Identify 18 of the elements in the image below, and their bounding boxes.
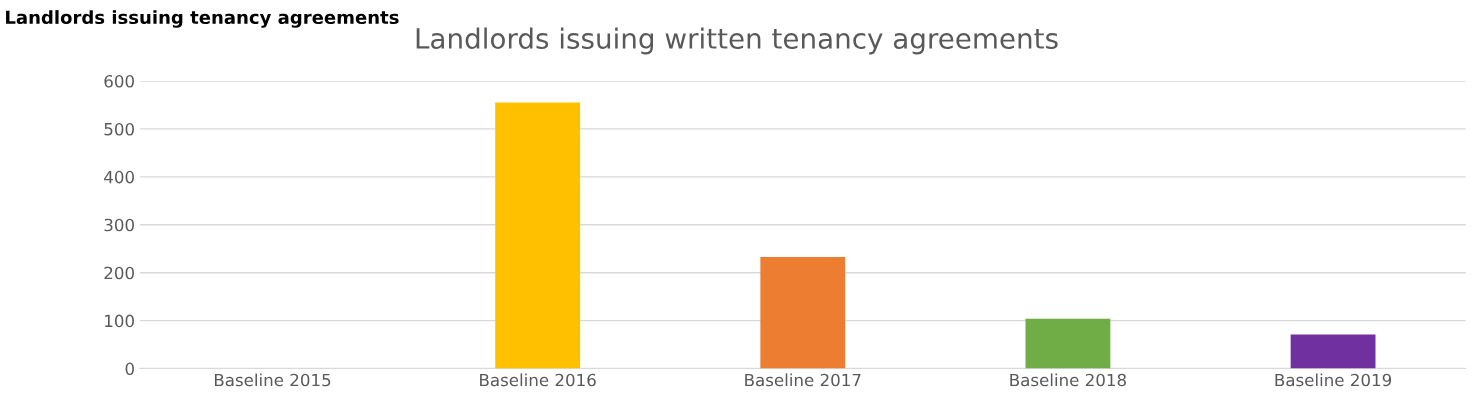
bar	[1290, 334, 1376, 369]
y-tick-label: 600	[104, 74, 134, 88]
y-tick-label: 200	[104, 266, 134, 280]
y-tick-label: 400	[104, 170, 134, 184]
x-tick-label: Baseline 2015	[214, 373, 331, 387]
y-tick-label: 300	[104, 218, 134, 232]
x-tick-label: Baseline 2019	[1275, 373, 1392, 387]
x-tick-label: Baseline 2017	[745, 373, 861, 387]
text: Landlords issuing tenancy agreements	[6, 10, 399, 28]
y-tick-label: 500	[104, 122, 134, 136]
bar	[760, 256, 846, 369]
bar	[1025, 318, 1111, 369]
x-tick-label: Baseline 2018	[1010, 373, 1126, 387]
bar	[495, 102, 581, 369]
chart-title: Landlords issuing written tenancy agreements	[416, 27, 1058, 55]
x-tick-label: Baseline 2016	[480, 373, 596, 387]
y-tick-label: 0	[125, 362, 134, 376]
y-tick-label: 100	[105, 314, 134, 328]
